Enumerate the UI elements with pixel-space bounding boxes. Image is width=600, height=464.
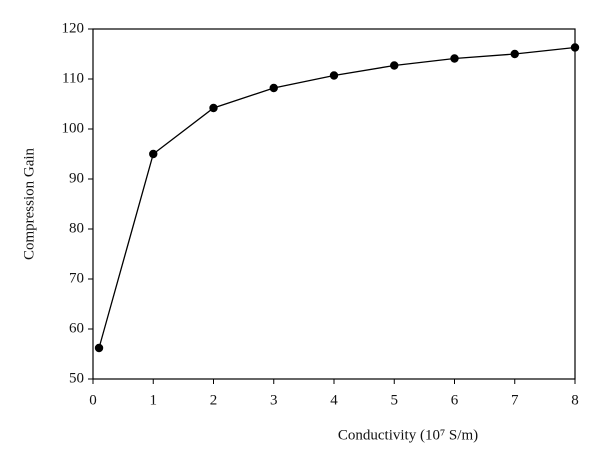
y-tick-label: 50: [69, 370, 84, 386]
x-tick-label: 2: [210, 392, 218, 408]
data-point: [329, 71, 339, 80]
y-tick-label: 70: [69, 270, 84, 286]
x-tick-label: 5: [391, 392, 399, 408]
x-tick-label: 6: [451, 392, 459, 408]
y-tick-label: 110: [62, 70, 84, 86]
y-tick-label: 100: [62, 120, 85, 136]
x-tick-label: 1: [150, 392, 158, 408]
data-point: [94, 343, 104, 353]
y-tick-label: 60: [69, 320, 84, 336]
data-point: [209, 103, 218, 113]
data-point: [510, 49, 519, 59]
x-tick-label: 4: [330, 392, 338, 408]
x-tick-label: 3: [270, 392, 278, 408]
y-tick-label: 120: [62, 20, 85, 36]
data-point: [149, 149, 158, 159]
data-point: [390, 61, 399, 70]
y-tick-label: 80: [69, 220, 84, 236]
y-axis-label: Compression Gain: [21, 147, 37, 260]
x-tick-label: 8: [571, 392, 579, 408]
x-axis-label: Conductivity (10⁷ S/m): [338, 427, 478, 443]
data-point: [450, 54, 459, 63]
data-point: [269, 83, 278, 93]
x-tick-label: 0: [89, 392, 97, 408]
plot-frame: [92, 28, 576, 380]
x-tick-label: 7: [511, 392, 519, 408]
y-tick-label: 90: [69, 170, 84, 186]
data-line: [98, 46, 576, 349]
data-point: [570, 43, 580, 52]
